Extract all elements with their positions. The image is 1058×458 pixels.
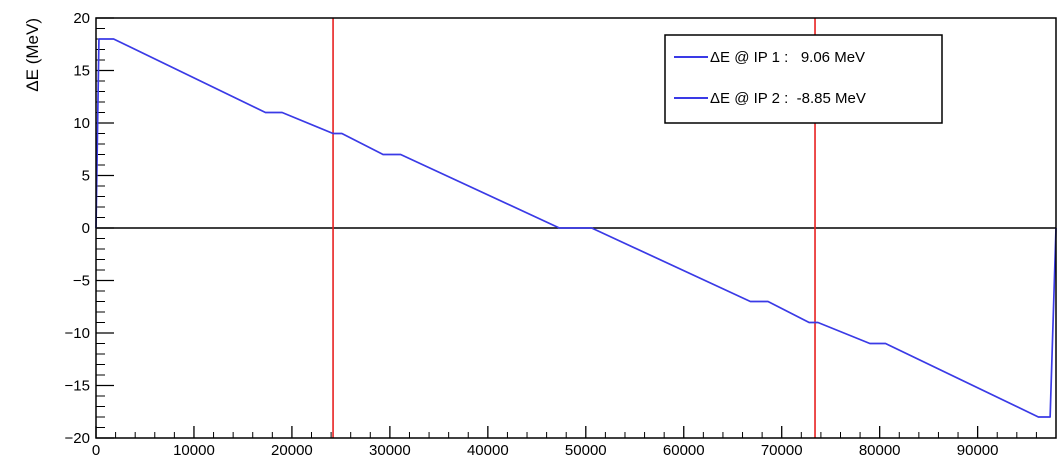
axes: 0 10000 20000 30000 40000 50000 60000 70000 8000…	[65, 10, 1057, 458]
x-tick-label: 80000	[859, 442, 901, 458]
y-tick-label: 20	[73, 10, 90, 27]
y-tick-label: −15	[65, 378, 90, 395]
y-tick-label: −10	[65, 325, 90, 342]
x-tick-label: 60000	[663, 442, 705, 458]
x-tick-label: 10000	[173, 442, 215, 458]
y-tick-label: −20	[65, 430, 90, 447]
legend-entry-ip2: ΔE @ IP 2 : -8.85 MeV	[710, 90, 866, 107]
x-tick-label: 90000	[957, 442, 999, 458]
legend-box	[664, 34, 943, 124]
x-tick-label: 0	[92, 442, 100, 458]
chart-marks	[95, 18, 1057, 438]
legend: ΔE @ IP 1 : 9.06 MeV ΔE @ IP 2 : -8.85 M…	[664, 34, 943, 124]
plot-frame	[95, 17, 1057, 439]
x-tick-label: 50000	[565, 442, 607, 458]
x-tick-label: 40000	[467, 442, 509, 458]
legend-entry-ip1: ΔE @ IP 1 : 9.06 MeV	[710, 49, 865, 66]
y-tick-label: 5	[82, 168, 90, 185]
y-tick-label: 15	[73, 63, 90, 80]
x-tick-label: 20000	[271, 442, 313, 458]
x-tick-label: 70000	[761, 442, 803, 458]
x-tick-label: 30000	[369, 442, 411, 458]
y-tick-label: −5	[73, 273, 90, 290]
y-tick-label: 10	[73, 115, 90, 132]
y-axis-label: ΔE (MeV)	[23, 18, 42, 92]
y-tick-label: 0	[82, 220, 90, 237]
series-line-0	[95, 38, 1057, 418]
